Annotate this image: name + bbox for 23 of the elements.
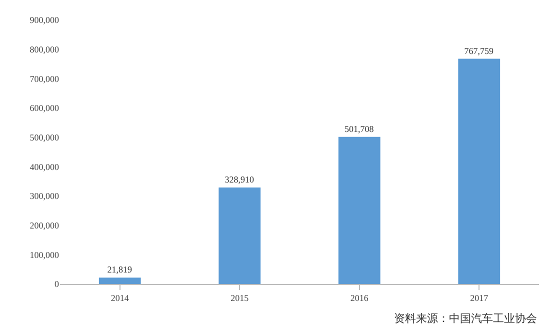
data-label: 501,708	[344, 124, 374, 134]
y-tick-label: 300,000	[30, 191, 60, 202]
text: 资料来源：中国汽车工业协会	[394, 312, 537, 325]
x-tick-label: 2016	[350, 292, 369, 303]
y-tick-label: 600,000	[30, 103, 60, 114]
y-tick-label: 800,000	[30, 44, 60, 54]
bar	[218, 188, 261, 284]
data-label: 21,819	[107, 264, 132, 275]
x-tick-label: 2014	[110, 292, 130, 303]
y-tick-label: 100,000	[30, 250, 60, 260]
y-tick-label: 200,000	[30, 220, 60, 230]
bar	[458, 58, 500, 284]
y-tick-label: 500,000	[30, 132, 60, 142]
x-tick-label: 2015	[230, 292, 250, 303]
y-tick-label: 0	[54, 279, 60, 290]
bar	[98, 278, 141, 284]
bar	[338, 136, 380, 284]
y-tick-label: 400,000	[30, 162, 60, 172]
x-tick-label: 2017	[470, 292, 489, 303]
y-tick-label: 900,000	[30, 15, 60, 26]
data-label: 328,910	[224, 174, 254, 185]
data-label: 767,759	[464, 46, 494, 56]
y-tick-label: 700,000	[30, 74, 60, 84]
